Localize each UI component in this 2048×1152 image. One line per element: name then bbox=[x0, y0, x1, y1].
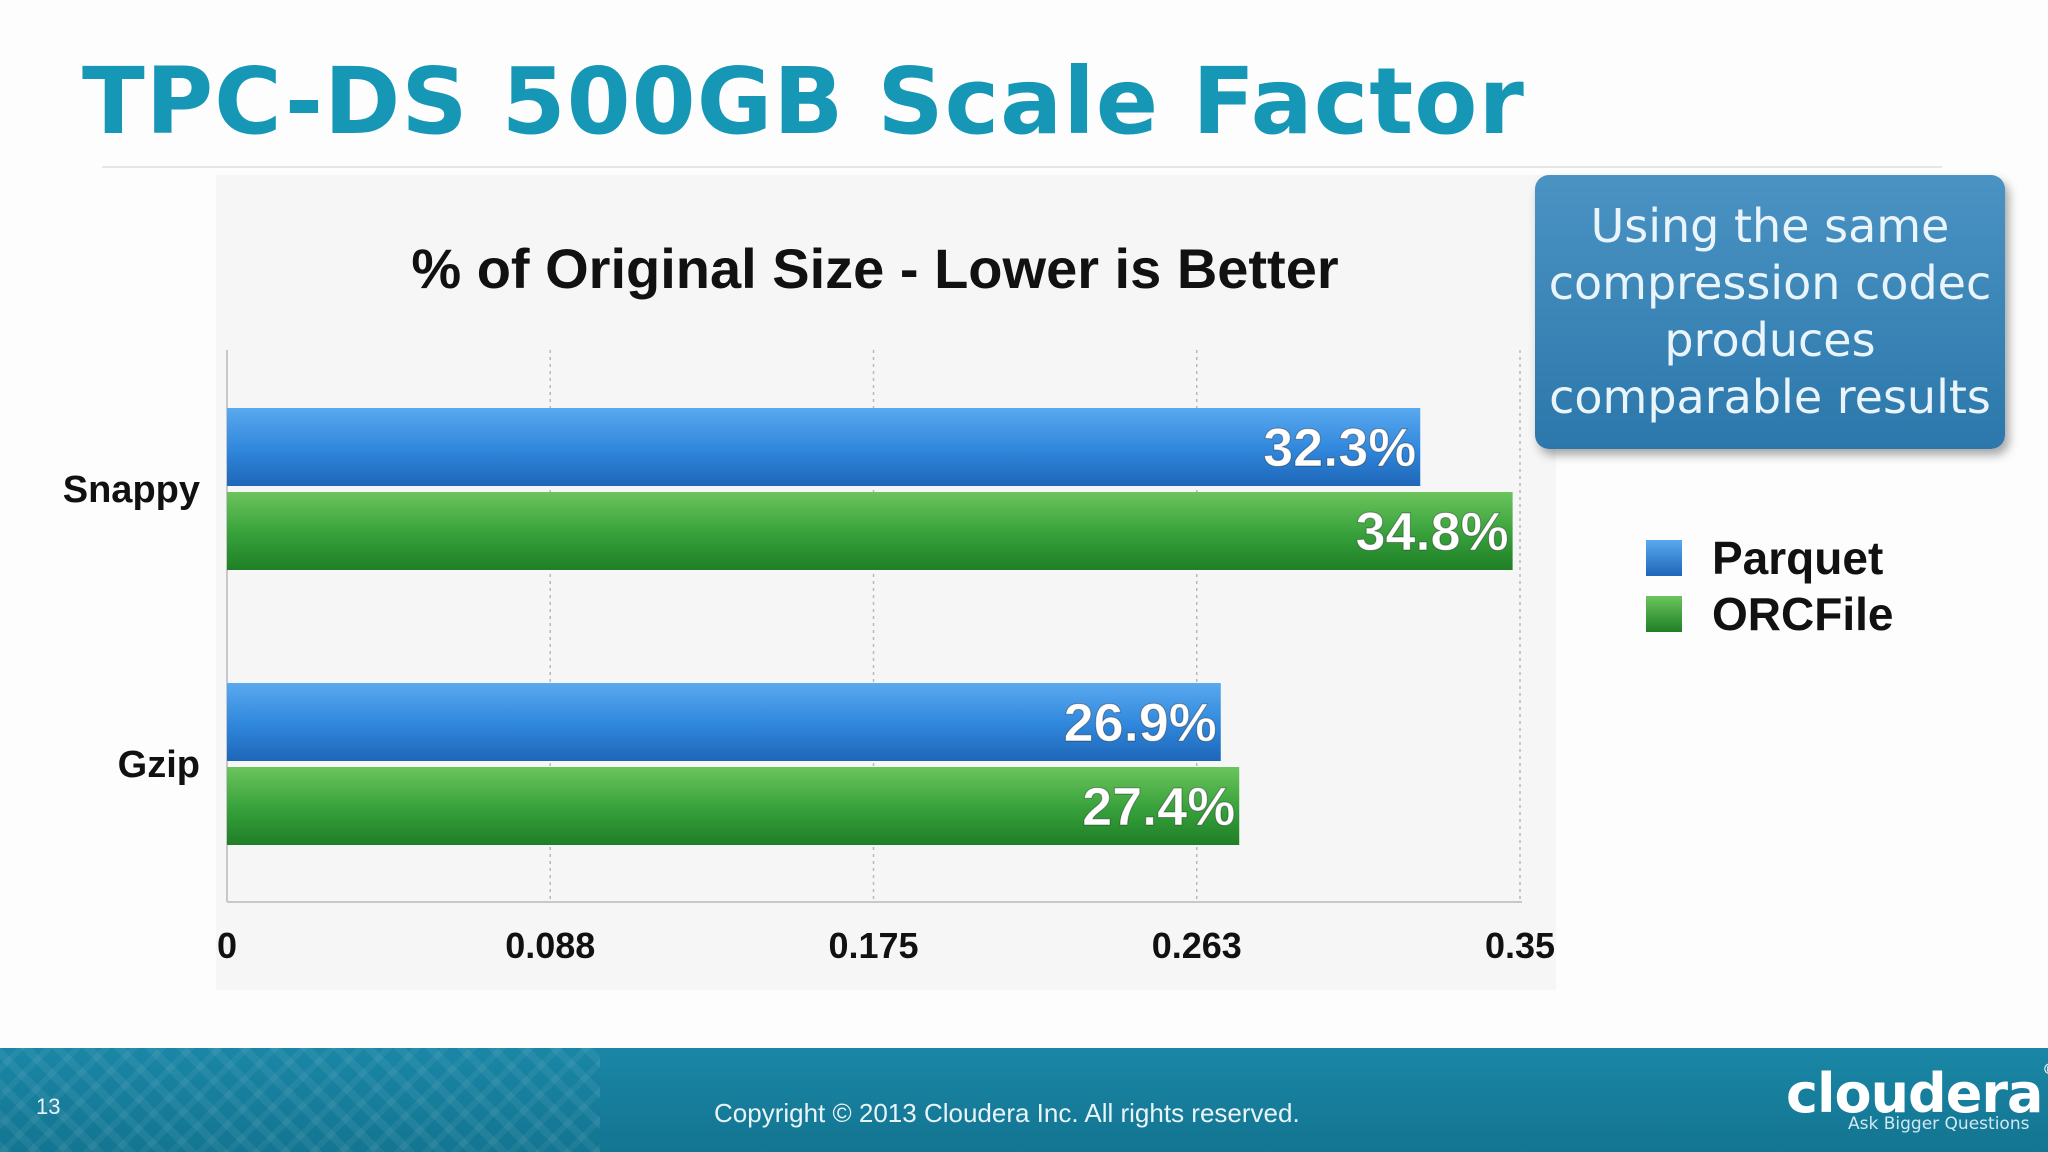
footer-pattern bbox=[0, 1048, 600, 1152]
legend-label: Parquet bbox=[1712, 532, 1884, 584]
legend-swatch-parquet bbox=[1646, 540, 1682, 576]
legend-item-orcfile: ORCFile bbox=[1646, 586, 1893, 642]
callout-line: compression codec bbox=[1548, 256, 1992, 310]
data-label: 32.3% bbox=[1263, 418, 1416, 478]
callout-line: comparable results bbox=[1549, 370, 1991, 424]
legend-item-parquet: Parquet bbox=[1646, 530, 1893, 586]
bar-parquet bbox=[227, 408, 1421, 486]
chart-legend: Parquet ORCFile bbox=[1646, 530, 1893, 642]
copyright-text: Copyright © 2013 Cloudera Inc. All right… bbox=[714, 1098, 1300, 1128]
bar-orcfile bbox=[227, 767, 1240, 845]
callout-box: Using the same compression codec produce… bbox=[1535, 175, 2005, 449]
callout-line: produces bbox=[1664, 313, 1876, 367]
page-number: 13 bbox=[36, 1094, 61, 1119]
slide-title: TPC-DS 500GB Scale Factor bbox=[82, 48, 1525, 155]
callout-line: Using the same bbox=[1590, 199, 1950, 253]
data-label: 27.4% bbox=[1082, 777, 1235, 837]
x-tick-label: 0 bbox=[217, 925, 237, 966]
registered-mark: ® bbox=[2042, 1062, 2048, 1078]
bar-orcfile bbox=[227, 492, 1513, 570]
x-tick-label: 0.35 bbox=[1485, 925, 1555, 966]
legend-label: ORCFile bbox=[1712, 588, 1894, 640]
category-label: Snappy bbox=[63, 469, 200, 511]
title-divider bbox=[102, 166, 1942, 168]
chart-background bbox=[216, 175, 1556, 990]
data-label: 34.8% bbox=[1355, 502, 1508, 562]
legend-swatch-orcfile bbox=[1646, 596, 1682, 632]
data-label: 26.9% bbox=[1064, 693, 1217, 753]
brand-name: cloudera bbox=[1786, 1062, 2043, 1125]
footer-bar bbox=[0, 1048, 2048, 1152]
bar-parquet bbox=[227, 683, 1221, 761]
category-label: Gzip bbox=[118, 744, 200, 786]
x-tick-label: 0.175 bbox=[828, 925, 918, 966]
callout-text: Using the same compression codec produce… bbox=[1549, 198, 1992, 426]
x-tick-label: 0.088 bbox=[505, 925, 595, 966]
cloudera-logo: cloudera® bbox=[1786, 1062, 2048, 1125]
brand-tagline: Ask Bigger Questions bbox=[1848, 1114, 2030, 1134]
chart-title: % of Original Size - Lower is Better bbox=[411, 237, 1339, 300]
x-tick-label: 0.263 bbox=[1152, 925, 1242, 966]
